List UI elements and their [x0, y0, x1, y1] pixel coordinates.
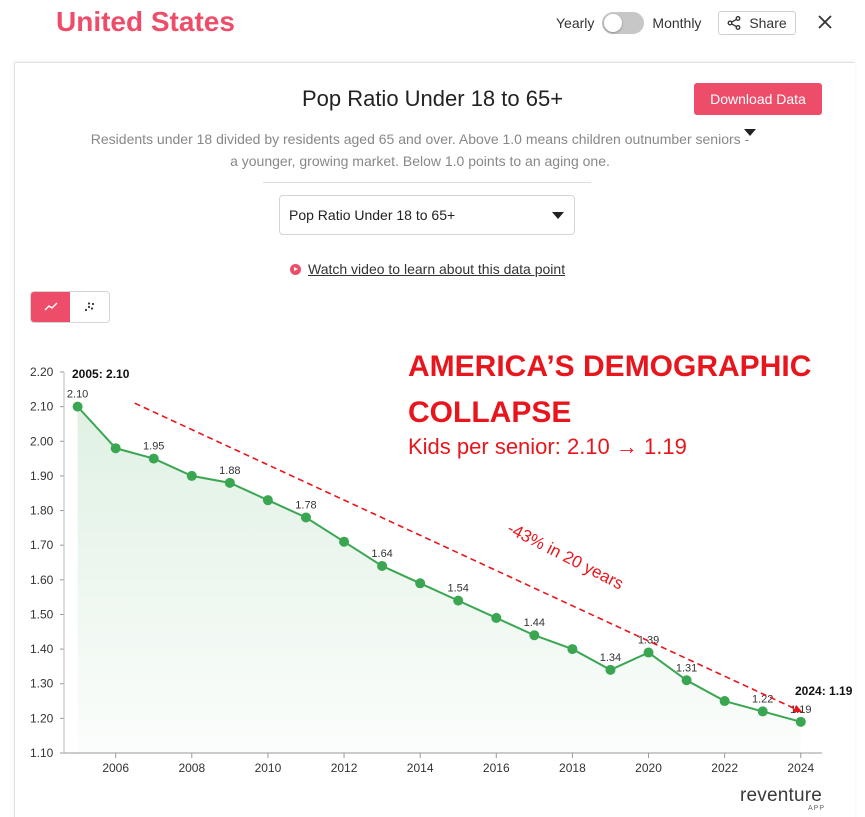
y-tick-label: 1.90: [30, 469, 54, 483]
metric-description: Residents under 18 divided by residents …: [90, 131, 750, 169]
data-label: 1.22: [752, 693, 773, 705]
data-point[interactable]: [719, 696, 730, 707]
data-point[interactable]: [377, 560, 388, 571]
close-button[interactable]: [814, 10, 836, 34]
metric-select[interactable]: Pop Ratio Under 18 to 65+: [279, 195, 575, 235]
watch-video-link[interactable]: Watch video to learn about this data poi…: [290, 261, 565, 277]
data-points: [72, 401, 806, 727]
y-tick-label: 1.10: [30, 746, 54, 760]
scatter-chart-option[interactable]: [70, 292, 109, 322]
share-label: Share: [749, 15, 787, 31]
monthly-label[interactable]: Monthly: [652, 15, 702, 31]
x-tick-label: 2024: [787, 761, 814, 775]
headline: AMERICA’S DEMOGRAPHIC COLLAPSE: [408, 350, 812, 429]
trend-arrow: [134, 402, 803, 713]
data-point[interactable]: [567, 644, 578, 655]
series-line: [76, 405, 802, 723]
x-tick-label: 2010: [255, 761, 282, 775]
data-point[interactable]: [681, 675, 692, 686]
y-tick-label: 1.50: [30, 607, 54, 621]
data-label: 1.88: [219, 465, 240, 477]
brand-logo: reventure: [740, 785, 823, 806]
y-axis: 1.10 1.20 1.30 1.40 1.50 1.60 1.70 1.80 1.90 2.00…: [30, 365, 65, 760]
scatter-chart-icon: [84, 302, 94, 312]
data-point[interactable]: [110, 443, 121, 454]
data-labels: 2.101.951.881.781.641.541.441.341.391.31…: [67, 389, 812, 716]
data-point[interactable]: [186, 470, 197, 481]
frequency-switch[interactable]: [602, 12, 645, 34]
close-icon: [818, 15, 832, 29]
data-label: 1.95: [143, 441, 164, 453]
x-tick-label: 2022: [711, 761, 738, 775]
frequency-toggle-group: Yearly Monthly: [556, 12, 701, 34]
data-label: 1.34: [600, 652, 621, 664]
y-tick-label: 1.60: [30, 573, 54, 587]
x-tick-label: 2020: [635, 761, 662, 775]
data-label: 2.10: [67, 389, 88, 401]
data-label: 1.19: [790, 704, 811, 716]
x-tick-label: 2006: [102, 761, 129, 775]
y-tick-label: 1.20: [30, 711, 54, 725]
data-point[interactable]: [148, 453, 159, 464]
x-tick-label: 2012: [331, 761, 358, 775]
line-chart-option[interactable]: [31, 292, 70, 322]
divider: [263, 182, 591, 183]
trend-label: -43% in 20 years: [504, 519, 626, 594]
end-annotation: 2024: 1.19: [795, 684, 853, 698]
y-tick-label: 2.20: [30, 365, 54, 379]
share-button[interactable]: Share: [718, 11, 796, 35]
data-point[interactable]: [529, 630, 540, 641]
data-point[interactable]: [491, 612, 502, 623]
y-tick-label: 1.70: [30, 538, 54, 552]
y-tick-label: 1.40: [30, 642, 54, 656]
share-icon: [727, 16, 741, 30]
brand-logo-sub: APP: [808, 805, 826, 812]
y-tick-label: 2.00: [30, 434, 54, 448]
data-label: 1.44: [524, 617, 545, 629]
data-point[interactable]: [262, 495, 273, 506]
data-point[interactable]: [72, 401, 83, 412]
metric-select-value: Pop Ratio Under 18 to 65+: [289, 207, 456, 223]
data-label: 1.54: [448, 583, 469, 595]
subheadline: Kids per senior: 2.10 → 1.19: [408, 434, 687, 459]
page-title: United States: [56, 6, 235, 37]
data-label: 1.78: [295, 499, 316, 511]
watch-video-label: Watch video to learn about this data poi…: [308, 261, 566, 277]
line-chart-icon: [44, 302, 57, 311]
data-point[interactable]: [757, 706, 768, 717]
x-tick-label: 2018: [559, 761, 586, 775]
data-point[interactable]: [415, 578, 426, 589]
chart-card: [14, 62, 855, 817]
metric-title: Pop Ratio Under 18 to 65+: [301, 86, 564, 111]
data-point[interactable]: [605, 664, 616, 675]
switch-knob: [604, 14, 623, 32]
chart-type-toggle: [30, 291, 110, 323]
x-tick-label: 2014: [407, 761, 434, 775]
description-toggle-caret-icon[interactable]: [744, 129, 756, 136]
y-tick-label: 2.10: [30, 400, 54, 414]
start-annotation: 2005: 2.10: [72, 367, 130, 381]
download-data-button[interactable]: Download Data: [694, 83, 822, 115]
data-point[interactable]: [453, 595, 464, 606]
chevron-down-icon: [552, 212, 564, 219]
data-point[interactable]: [339, 536, 350, 547]
data-point[interactable]: [224, 477, 235, 488]
data-point[interactable]: [300, 512, 311, 523]
y-tick-label: 1.80: [30, 504, 54, 518]
y-tick-label: 1.30: [30, 677, 54, 691]
x-axis: 2006 2008 2010 2012 2014 2016 2018 2020 2022 2024: [64, 752, 822, 775]
x-tick-label: 2016: [483, 761, 510, 775]
yearly-label[interactable]: Yearly: [556, 15, 595, 31]
data-label: 1.64: [371, 548, 392, 560]
data-label: 1.31: [676, 662, 697, 674]
play-icon: [290, 263, 301, 275]
x-tick-label: 2008: [178, 761, 205, 775]
data-point[interactable]: [643, 647, 654, 658]
data-point[interactable]: [795, 716, 806, 727]
